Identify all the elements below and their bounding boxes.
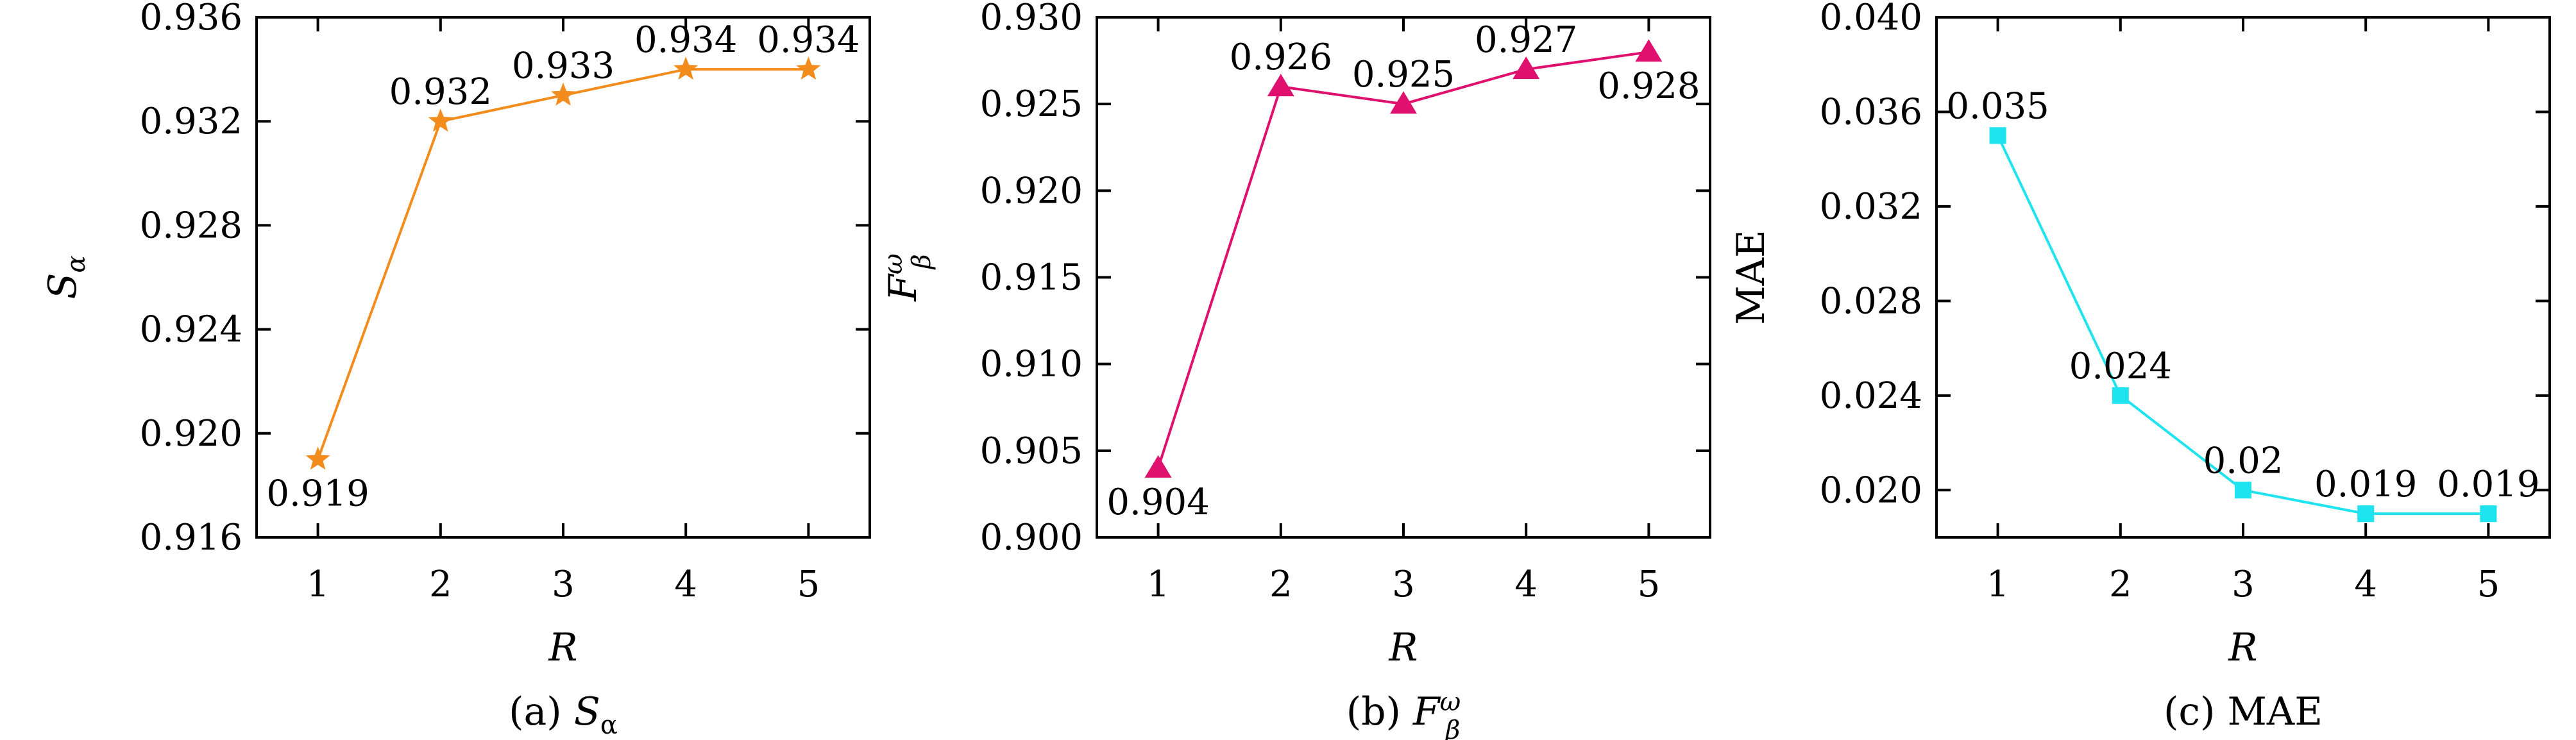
caption-prefix: (c) xyxy=(2164,689,2228,734)
x-axis-label: R xyxy=(2228,625,2257,670)
data-point xyxy=(2480,505,2497,523)
x-axis-label: R xyxy=(1388,625,1418,670)
x-tick-label: 2 xyxy=(1269,564,1292,605)
x-tick-label: 4 xyxy=(2354,564,2377,605)
y-tick-label: 0.936 xyxy=(140,0,242,38)
data-label: 0.919 xyxy=(266,473,369,514)
chart-panel-c: 0.020 0.024 0.028 0.032 0.036 0.040 1 2 3 4 5 R MAE 0… xyxy=(1729,0,2551,734)
y-tick-label: 0.930 xyxy=(980,0,1083,38)
data-label: 0.904 xyxy=(1106,482,1209,523)
panel-caption: (a) Sα xyxy=(509,689,618,740)
data-label: 0.035 xyxy=(1946,85,2049,127)
caption-prefix: (a) xyxy=(509,689,574,734)
data-label: 0.926 xyxy=(1230,37,1332,78)
caption-sub: α xyxy=(600,711,618,740)
panel-caption: (c) MAE xyxy=(2164,689,2323,734)
data-point xyxy=(428,108,453,132)
series-line xyxy=(316,68,809,460)
data-point xyxy=(2112,387,2129,404)
data-label: 0.932 xyxy=(389,71,492,113)
y-tick-label: 0.920 xyxy=(140,413,242,455)
y-tick-label: 0.925 xyxy=(980,83,1083,125)
y-axis-label-sub: β xyxy=(907,254,936,270)
x-tick-label: 3 xyxy=(2232,564,2255,605)
data-point xyxy=(1989,127,2006,144)
x-tick-label: 1 xyxy=(1147,564,1170,605)
data-point xyxy=(2235,482,2251,499)
y-axis-label-sup: ω xyxy=(879,253,908,274)
y-tick-label: 0.928 xyxy=(140,205,242,246)
data-point xyxy=(1513,56,1540,80)
caption-symbol: F xyxy=(1412,689,1441,734)
y-axis-label: Fωβ xyxy=(879,253,936,301)
x-tick-label: 1 xyxy=(1987,564,2010,605)
data-point xyxy=(2357,505,2375,523)
y-tick-label: 0.900 xyxy=(980,517,1083,559)
x-tick-label: 5 xyxy=(1638,564,1661,605)
y-tick-label: 0.028 xyxy=(1820,280,1922,322)
data-label: 0.019 xyxy=(2437,464,2539,505)
panel-caption: (b) Fω β xyxy=(1346,687,1461,740)
x-axis-label: R xyxy=(548,625,577,670)
data-label: 0.925 xyxy=(1352,54,1455,96)
y-tick-label: 0.024 xyxy=(1820,375,1922,417)
y-tick-label: 0.020 xyxy=(1820,469,1922,511)
data-label: 0.927 xyxy=(1475,19,1577,61)
data-point xyxy=(1635,39,1663,62)
data-point xyxy=(1144,455,1172,478)
x-tick-label: 5 xyxy=(2477,564,2500,605)
y-tick-label: 0.932 xyxy=(140,101,242,142)
y-tick-label: 0.916 xyxy=(140,517,242,559)
x-tick-label: 2 xyxy=(429,564,452,605)
caption-symbol: MAE xyxy=(2227,689,2323,734)
data-point xyxy=(796,56,821,80)
y-tick-label: 0.905 xyxy=(980,430,1083,472)
caption-symbol: S xyxy=(574,689,600,734)
y-axis-label: MAE xyxy=(1729,230,1774,325)
x-tick-label: 4 xyxy=(1514,564,1538,605)
caption-sup: ω xyxy=(1440,687,1461,717)
y-tick-label: 0.920 xyxy=(980,170,1083,212)
data-label: 0.928 xyxy=(1597,65,1700,107)
data-point xyxy=(551,82,575,106)
data-label: 0.02 xyxy=(2203,440,2284,482)
data-point xyxy=(305,446,330,470)
y-tick-label: 0.032 xyxy=(1820,186,1922,228)
y-tick-label: 0.036 xyxy=(1820,91,1922,133)
y-axis-label-symbol: F xyxy=(881,273,926,302)
y-axis-label-symbol: S xyxy=(40,273,85,299)
x-tick-label: 1 xyxy=(307,564,330,605)
series-line xyxy=(1157,51,1649,469)
chart-panel-b: 0.900 0.905 0.910 0.915 0.920 0.925 0.930 1 2 3 4 5… xyxy=(879,0,1711,740)
caption-sub: β xyxy=(1444,716,1460,740)
data-label: 0.019 xyxy=(2314,464,2417,505)
data-point xyxy=(1267,74,1294,97)
x-tick-label: 3 xyxy=(1392,564,1415,605)
x-tick-label: 3 xyxy=(552,564,575,605)
y-axis-label-sub: α xyxy=(62,255,91,273)
caption-prefix: (b) xyxy=(1346,689,1413,734)
data-label: 0.933 xyxy=(512,46,614,87)
data-point xyxy=(674,56,699,80)
x-tick-label: 2 xyxy=(2109,564,2132,605)
y-tick-label: 0.910 xyxy=(980,344,1083,385)
y-axis-label-symbol: MAE xyxy=(1729,230,1774,325)
y-tick-label: 0.040 xyxy=(1820,0,1922,38)
x-tick-label: 4 xyxy=(674,564,697,605)
data-label: 0.024 xyxy=(2069,346,2172,387)
y-tick-label: 0.924 xyxy=(140,309,242,351)
y-tick-label: 0.915 xyxy=(980,257,1083,299)
data-point xyxy=(1390,91,1417,114)
x-tick-label: 5 xyxy=(797,564,820,605)
y-axis-label: Sα xyxy=(40,255,91,299)
data-label: 0.934 xyxy=(634,19,737,61)
data-label: 0.934 xyxy=(757,19,860,61)
